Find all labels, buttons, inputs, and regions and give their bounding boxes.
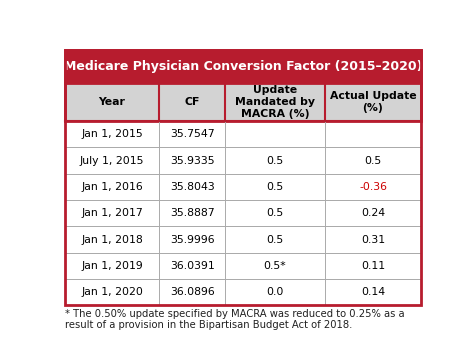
Bar <box>65 200 421 226</box>
Bar <box>65 174 421 200</box>
Bar <box>65 147 421 174</box>
Text: 36.0391: 36.0391 <box>170 261 215 271</box>
Text: 36.0896: 36.0896 <box>170 287 215 297</box>
Text: 0.11: 0.11 <box>361 261 385 271</box>
Text: 0.5: 0.5 <box>266 235 283 245</box>
Text: 0.14: 0.14 <box>361 287 385 297</box>
Text: 35.9996: 35.9996 <box>170 235 214 245</box>
Text: Medicare Physician Conversion Factor (2015–2020): Medicare Physician Conversion Factor (20… <box>64 60 422 73</box>
Text: 0.24: 0.24 <box>361 208 385 218</box>
Text: Jan 1, 2020: Jan 1, 2020 <box>81 287 143 297</box>
Text: Jan 1, 2018: Jan 1, 2018 <box>81 235 143 245</box>
Text: result of a provision in the Bipartisan Budget Act of 2018.: result of a provision in the Bipartisan … <box>65 321 352 331</box>
Bar <box>65 121 421 147</box>
Text: Jan 1, 2015: Jan 1, 2015 <box>81 129 143 139</box>
Bar <box>65 279 421 305</box>
Text: 35.9335: 35.9335 <box>170 156 214 166</box>
Text: July 1, 2015: July 1, 2015 <box>80 156 144 166</box>
Text: -0.36: -0.36 <box>359 182 387 192</box>
Text: 35.8043: 35.8043 <box>170 182 215 192</box>
Text: 0.5: 0.5 <box>365 156 382 166</box>
Text: * The 0.50% update specified by MACRA was reduced to 0.25% as a: * The 0.50% update specified by MACRA wa… <box>65 310 404 320</box>
Text: Jan 1, 2017: Jan 1, 2017 <box>81 208 143 218</box>
Text: Actual Update
(%): Actual Update (%) <box>330 91 416 113</box>
Text: Jan 1, 2019: Jan 1, 2019 <box>81 261 143 271</box>
Text: 0.31: 0.31 <box>361 235 385 245</box>
Text: CF: CF <box>184 97 200 107</box>
Text: Year: Year <box>99 97 126 107</box>
Text: 0.5: 0.5 <box>266 182 283 192</box>
Text: Jan 1, 2016: Jan 1, 2016 <box>81 182 143 192</box>
Text: 0.5*: 0.5* <box>264 261 286 271</box>
Bar <box>65 226 421 253</box>
Text: 35.8887: 35.8887 <box>170 208 214 218</box>
Text: 0.5: 0.5 <box>266 156 283 166</box>
Bar <box>65 83 421 121</box>
Text: Update
Mandated by
MACRA (%): Update Mandated by MACRA (%) <box>235 85 315 119</box>
Text: 35.7547: 35.7547 <box>170 129 214 139</box>
Bar <box>65 50 421 83</box>
Text: 0.0: 0.0 <box>266 287 283 297</box>
Text: 0.5: 0.5 <box>266 208 283 218</box>
Bar <box>65 253 421 279</box>
